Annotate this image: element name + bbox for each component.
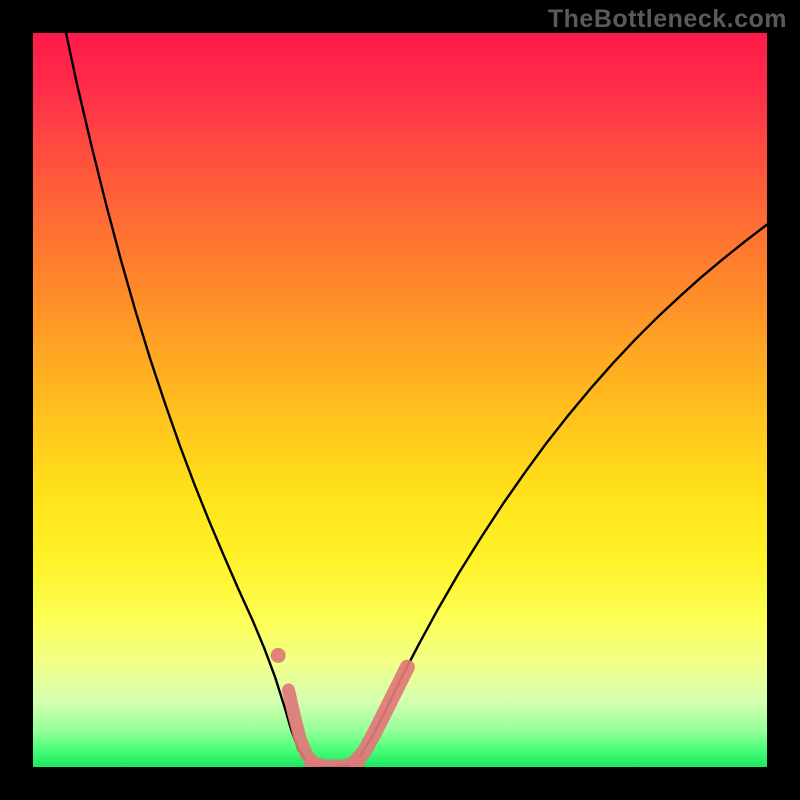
watermark-text: TheBottleneck.com (548, 5, 787, 34)
marker-left-dot (271, 648, 286, 663)
figure-frame: TheBottleneck.com (0, 0, 800, 800)
chart-svg (0, 0, 800, 800)
